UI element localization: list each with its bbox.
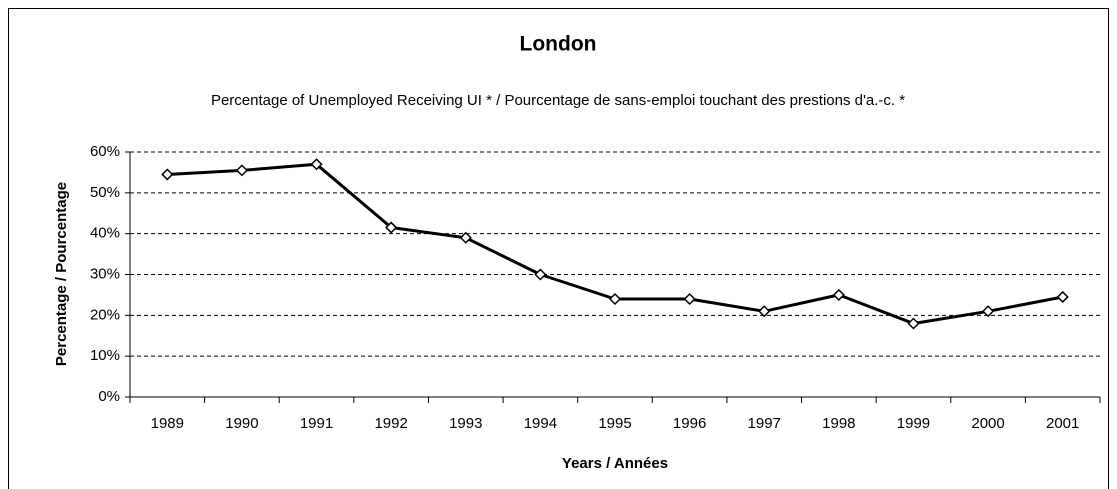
y-tick-label: 10% <box>90 347 120 364</box>
data-point <box>385 221 398 234</box>
data-point <box>832 288 845 301</box>
y-axis-label: Percentage / Pourcentage <box>53 182 70 366</box>
x-tick-label: 1991 <box>300 415 333 432</box>
data-point <box>907 317 920 330</box>
chart-border <box>8 8 1109 489</box>
x-tick-label: 1995 <box>598 415 631 432</box>
x-tick-label: 1989 <box>151 415 184 432</box>
y-tick-label: 60% <box>90 143 120 160</box>
x-tick-label: 2001 <box>1046 415 1079 432</box>
y-tick-label: 0% <box>98 388 120 405</box>
data-point <box>161 168 174 181</box>
y-tick-label: 20% <box>90 306 120 323</box>
data-point <box>534 268 547 281</box>
data-point <box>1056 290 1069 304</box>
y-tick-label: 50% <box>90 184 120 201</box>
x-tick-label: 1996 <box>673 415 706 432</box>
data-point <box>608 292 622 306</box>
x-tick-label: 1998 <box>822 415 855 432</box>
x-tick-label: 1990 <box>225 415 258 432</box>
y-tick-label: 40% <box>90 225 120 242</box>
x-tick-label: 1992 <box>374 415 407 432</box>
chart-title: London <box>520 33 597 56</box>
x-tick-label: 1997 <box>748 415 781 432</box>
data-point <box>683 292 696 306</box>
x-tick-label: 1994 <box>524 415 557 432</box>
x-tick-label: 1993 <box>449 415 482 432</box>
y-tick-label: 30% <box>90 265 120 282</box>
data-point <box>982 305 995 318</box>
chart-subtitle: Percentage of Unemployed Receiving UI * … <box>211 92 905 109</box>
data-point <box>459 231 472 244</box>
x-tick-label: 2000 <box>971 415 1004 432</box>
x-tick-label: 1999 <box>897 415 930 432</box>
x-axis-label: Years / Années <box>562 455 668 472</box>
data-point <box>235 164 248 177</box>
data-point <box>758 305 771 318</box>
data-point <box>310 158 323 171</box>
